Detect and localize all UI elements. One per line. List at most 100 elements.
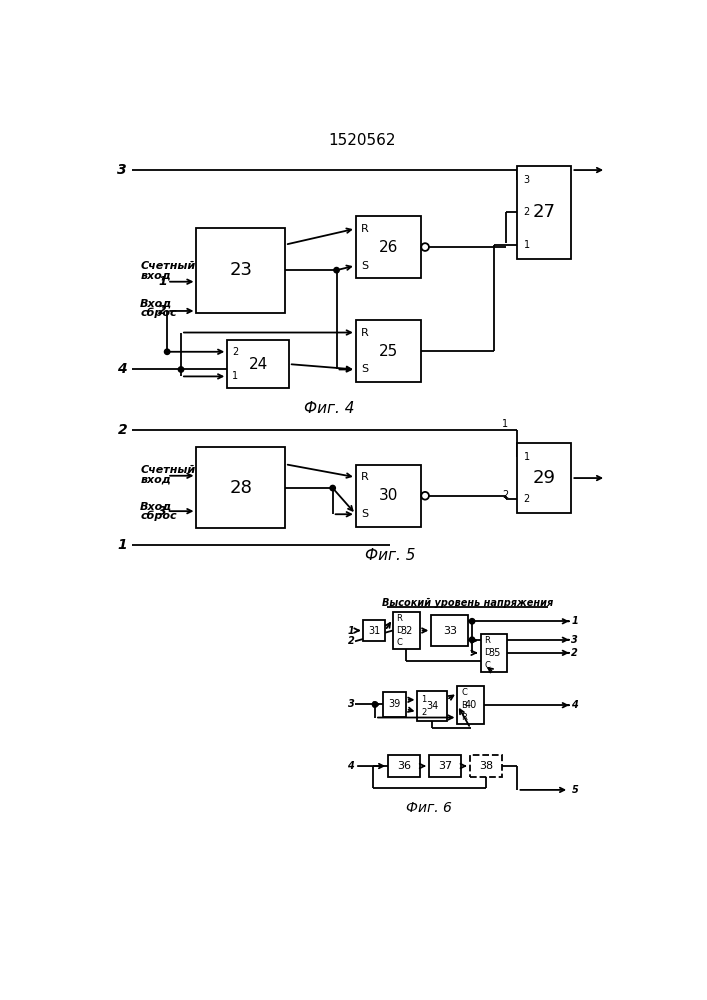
Text: 3: 3 <box>524 175 530 185</box>
Text: 35: 35 <box>488 648 500 658</box>
Text: 26: 26 <box>379 240 398 255</box>
Circle shape <box>421 243 429 251</box>
Text: 4: 4 <box>348 761 354 771</box>
Text: 4: 4 <box>117 362 127 376</box>
Text: 32: 32 <box>400 626 412 636</box>
Text: 2: 2 <box>421 708 426 717</box>
Bar <box>518 443 571 513</box>
Text: 1: 1 <box>348 626 354 636</box>
Text: 31: 31 <box>368 626 380 636</box>
Text: C: C <box>484 661 490 670</box>
Text: R: R <box>397 614 402 623</box>
Text: R: R <box>461 713 467 722</box>
Bar <box>356 216 421 278</box>
Bar <box>356 465 421 527</box>
Bar <box>197 228 285 312</box>
Text: 37: 37 <box>438 761 452 771</box>
Text: Счетный: Счетный <box>140 465 195 475</box>
Text: Фиг. 4: Фиг. 4 <box>303 401 354 416</box>
Text: S: S <box>361 364 368 374</box>
Text: R: R <box>484 636 490 645</box>
Bar <box>393 612 420 649</box>
Circle shape <box>334 267 339 273</box>
Bar <box>429 755 461 777</box>
Circle shape <box>373 702 378 707</box>
Text: Счетный: Счетный <box>140 261 195 271</box>
Text: 36: 36 <box>397 761 411 771</box>
Text: 2: 2 <box>571 648 578 658</box>
Text: R: R <box>361 328 369 338</box>
Text: 33: 33 <box>443 626 457 636</box>
Text: 2: 2 <box>524 494 530 504</box>
Text: Фиг. 6: Фиг. 6 <box>406 801 452 815</box>
Text: 38: 38 <box>479 761 493 771</box>
Text: D: D <box>397 626 403 635</box>
Text: 2: 2 <box>524 207 530 217</box>
Text: 27: 27 <box>533 203 556 221</box>
Bar <box>518 166 571 259</box>
Bar <box>469 755 502 777</box>
Text: 3: 3 <box>117 163 127 177</box>
Circle shape <box>421 492 429 500</box>
Text: 1: 1 <box>158 275 167 288</box>
Text: 1520562: 1520562 <box>328 133 396 148</box>
Text: Фиг. 5: Фиг. 5 <box>366 548 416 563</box>
Text: R: R <box>361 472 369 482</box>
Bar <box>227 340 288 388</box>
Text: вход: вход <box>140 271 171 281</box>
Text: 5: 5 <box>571 785 578 795</box>
Text: 2: 2 <box>158 304 167 317</box>
Text: S: S <box>361 509 368 519</box>
Text: 2: 2 <box>348 636 354 646</box>
Text: сброс: сброс <box>140 511 177 521</box>
Text: R: R <box>361 224 369 234</box>
Text: 23: 23 <box>229 261 252 279</box>
Text: 1: 1 <box>571 616 578 626</box>
Circle shape <box>469 619 475 624</box>
Text: Высокий уровень напряжения: Высокий уровень напряжения <box>382 598 553 608</box>
Text: S: S <box>361 261 368 271</box>
Text: 3: 3 <box>571 635 578 645</box>
Text: 34: 34 <box>426 701 438 711</box>
Text: Вход: Вход <box>140 298 173 308</box>
Bar <box>417 691 447 721</box>
Circle shape <box>469 637 475 642</box>
Text: 1: 1 <box>421 695 426 704</box>
Bar <box>388 755 421 777</box>
Text: 24: 24 <box>248 357 268 372</box>
Text: 2: 2 <box>232 347 238 357</box>
Bar <box>356 320 421 382</box>
Text: 25: 25 <box>379 344 398 359</box>
Text: 3: 3 <box>158 505 167 518</box>
Bar <box>481 634 508 672</box>
Text: 30: 30 <box>379 488 398 503</box>
Circle shape <box>178 367 184 372</box>
Circle shape <box>165 349 170 354</box>
Text: 1: 1 <box>502 419 508 429</box>
Text: сброс: сброс <box>140 307 177 318</box>
Text: 2: 2 <box>117 423 127 437</box>
Bar <box>457 686 484 724</box>
Text: 40: 40 <box>464 700 477 710</box>
Bar <box>197 447 285 528</box>
Text: вход: вход <box>140 475 171 485</box>
Text: 39: 39 <box>388 699 400 709</box>
Bar <box>363 620 385 641</box>
Text: D: D <box>484 648 491 657</box>
Text: 28: 28 <box>229 479 252 497</box>
Text: 3: 3 <box>348 699 354 709</box>
Text: Вход: Вход <box>140 502 173 512</box>
Bar <box>431 615 468 646</box>
Bar <box>382 692 406 717</box>
Text: 1: 1 <box>524 240 530 250</box>
Text: 1: 1 <box>117 538 127 552</box>
Text: 2: 2 <box>502 490 508 500</box>
Circle shape <box>330 485 335 491</box>
Text: 1: 1 <box>524 452 530 462</box>
Text: C: C <box>461 688 467 697</box>
Text: 29: 29 <box>533 469 556 487</box>
Text: 4: 4 <box>571 700 578 710</box>
Text: 1: 1 <box>232 371 238 381</box>
Text: C: C <box>397 638 402 647</box>
Text: B: B <box>461 701 467 710</box>
